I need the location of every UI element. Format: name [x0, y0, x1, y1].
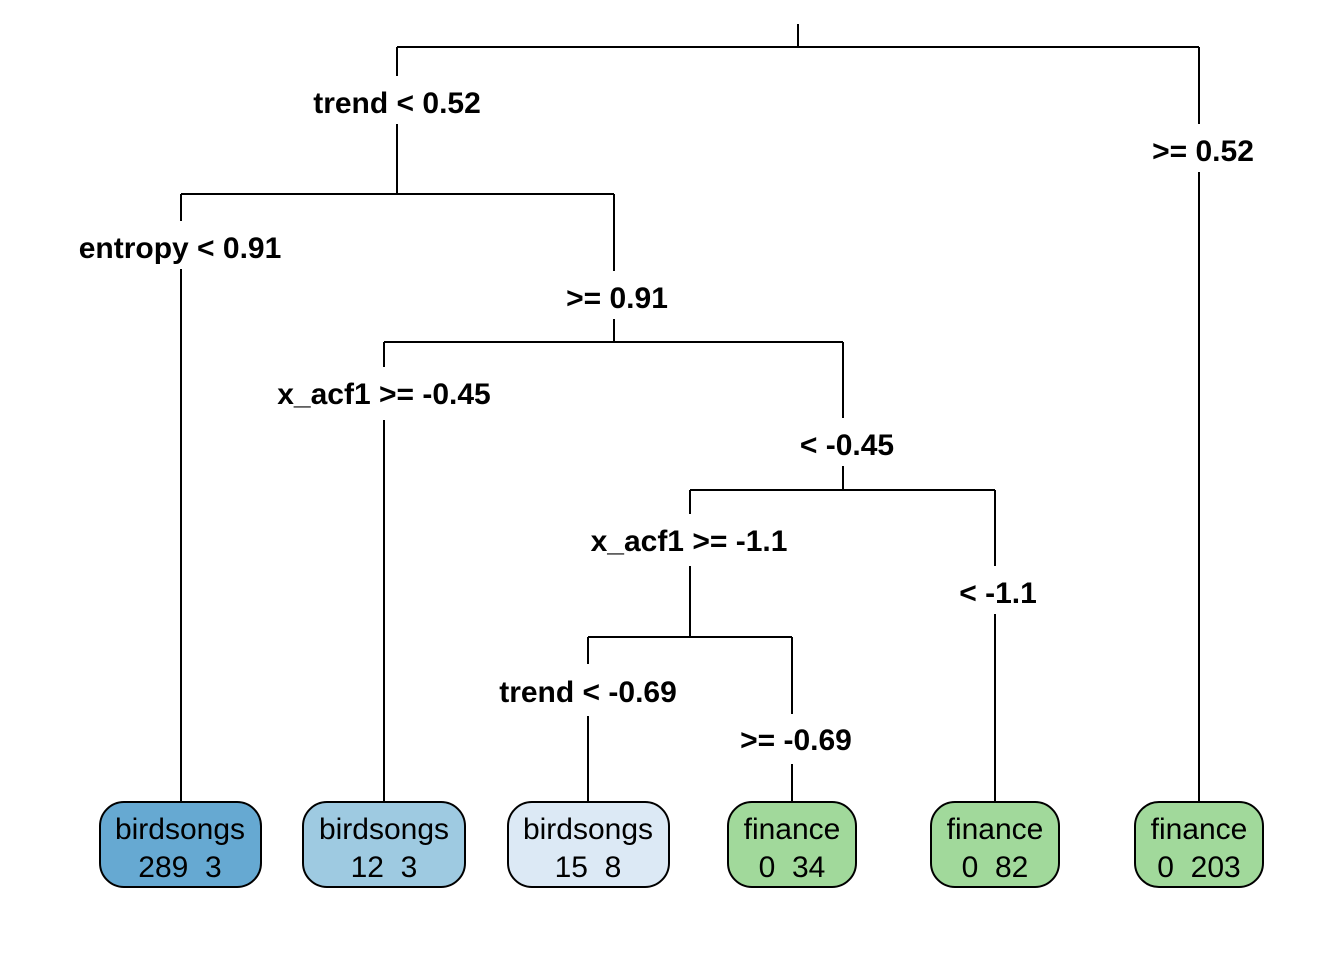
leaf-counts: 289 3: [138, 851, 221, 884]
split-label-entropy-ge-0.91: >= 0.91: [566, 282, 668, 315]
split-label-acf1-ge-neg1.1: x_acf1 >= -1.1: [591, 525, 788, 558]
tree-edges: [180, 24, 1200, 802]
leaf-class-label: finance: [744, 813, 841, 846]
leaf-nodes: birdsongs 289 3 birdsongs 12 3 birdsongs…: [99, 801, 1264, 888]
leaf-counts: 0 82: [962, 851, 1029, 884]
split-label-trend-ge-0.52: >= 0.52: [1152, 135, 1254, 168]
leaf-node-2: birdsongs 12 3: [302, 801, 466, 888]
leaf-box: [302, 801, 466, 888]
leaf-box: [727, 801, 857, 888]
leaf-class-label: birdsongs: [523, 813, 653, 846]
split-labels: trend < 0.52 >= 0.52 entropy < 0.91 >= 0…: [79, 87, 1254, 757]
leaf-box: [1134, 801, 1264, 888]
leaf-counts: 15 8: [555, 851, 622, 884]
leaf-box: [507, 801, 670, 888]
leaf-counts: 12 3: [351, 851, 418, 884]
split-label-trend-lt-neg0.69: trend < -0.69: [499, 676, 677, 709]
leaf-class-label: birdsongs: [115, 813, 245, 846]
leaf-box: [99, 801, 262, 888]
leaf-node-3: birdsongs 15 8: [507, 801, 670, 888]
leaf-node-4: finance 0 34: [727, 801, 857, 888]
leaf-counts: 0 34: [759, 851, 826, 884]
split-label-entropy-lt-0.91: entropy < 0.91: [79, 232, 282, 265]
leaf-box: [930, 801, 1060, 888]
leaf-node-6: finance 0 203: [1134, 801, 1264, 888]
leaf-class-label: finance: [947, 813, 1044, 846]
split-label-acf1-lt-neg1.1: < -1.1: [959, 577, 1037, 610]
leaf-class-label: finance: [1151, 813, 1248, 846]
leaf-class-label: birdsongs: [319, 813, 449, 846]
split-label-acf1-ge-neg0.45: x_acf1 >= -0.45: [277, 378, 491, 411]
split-label-trend-lt-0.52: trend < 0.52: [313, 87, 481, 120]
split-label-acf1-lt-neg0.45: < -0.45: [800, 429, 894, 462]
leaf-node-1: birdsongs 289 3: [99, 801, 262, 888]
split-label-trend-ge-neg0.69: >= -0.69: [740, 724, 852, 757]
leaf-node-5: finance 0 82: [930, 801, 1060, 888]
leaf-counts: 0 203: [1157, 851, 1240, 884]
